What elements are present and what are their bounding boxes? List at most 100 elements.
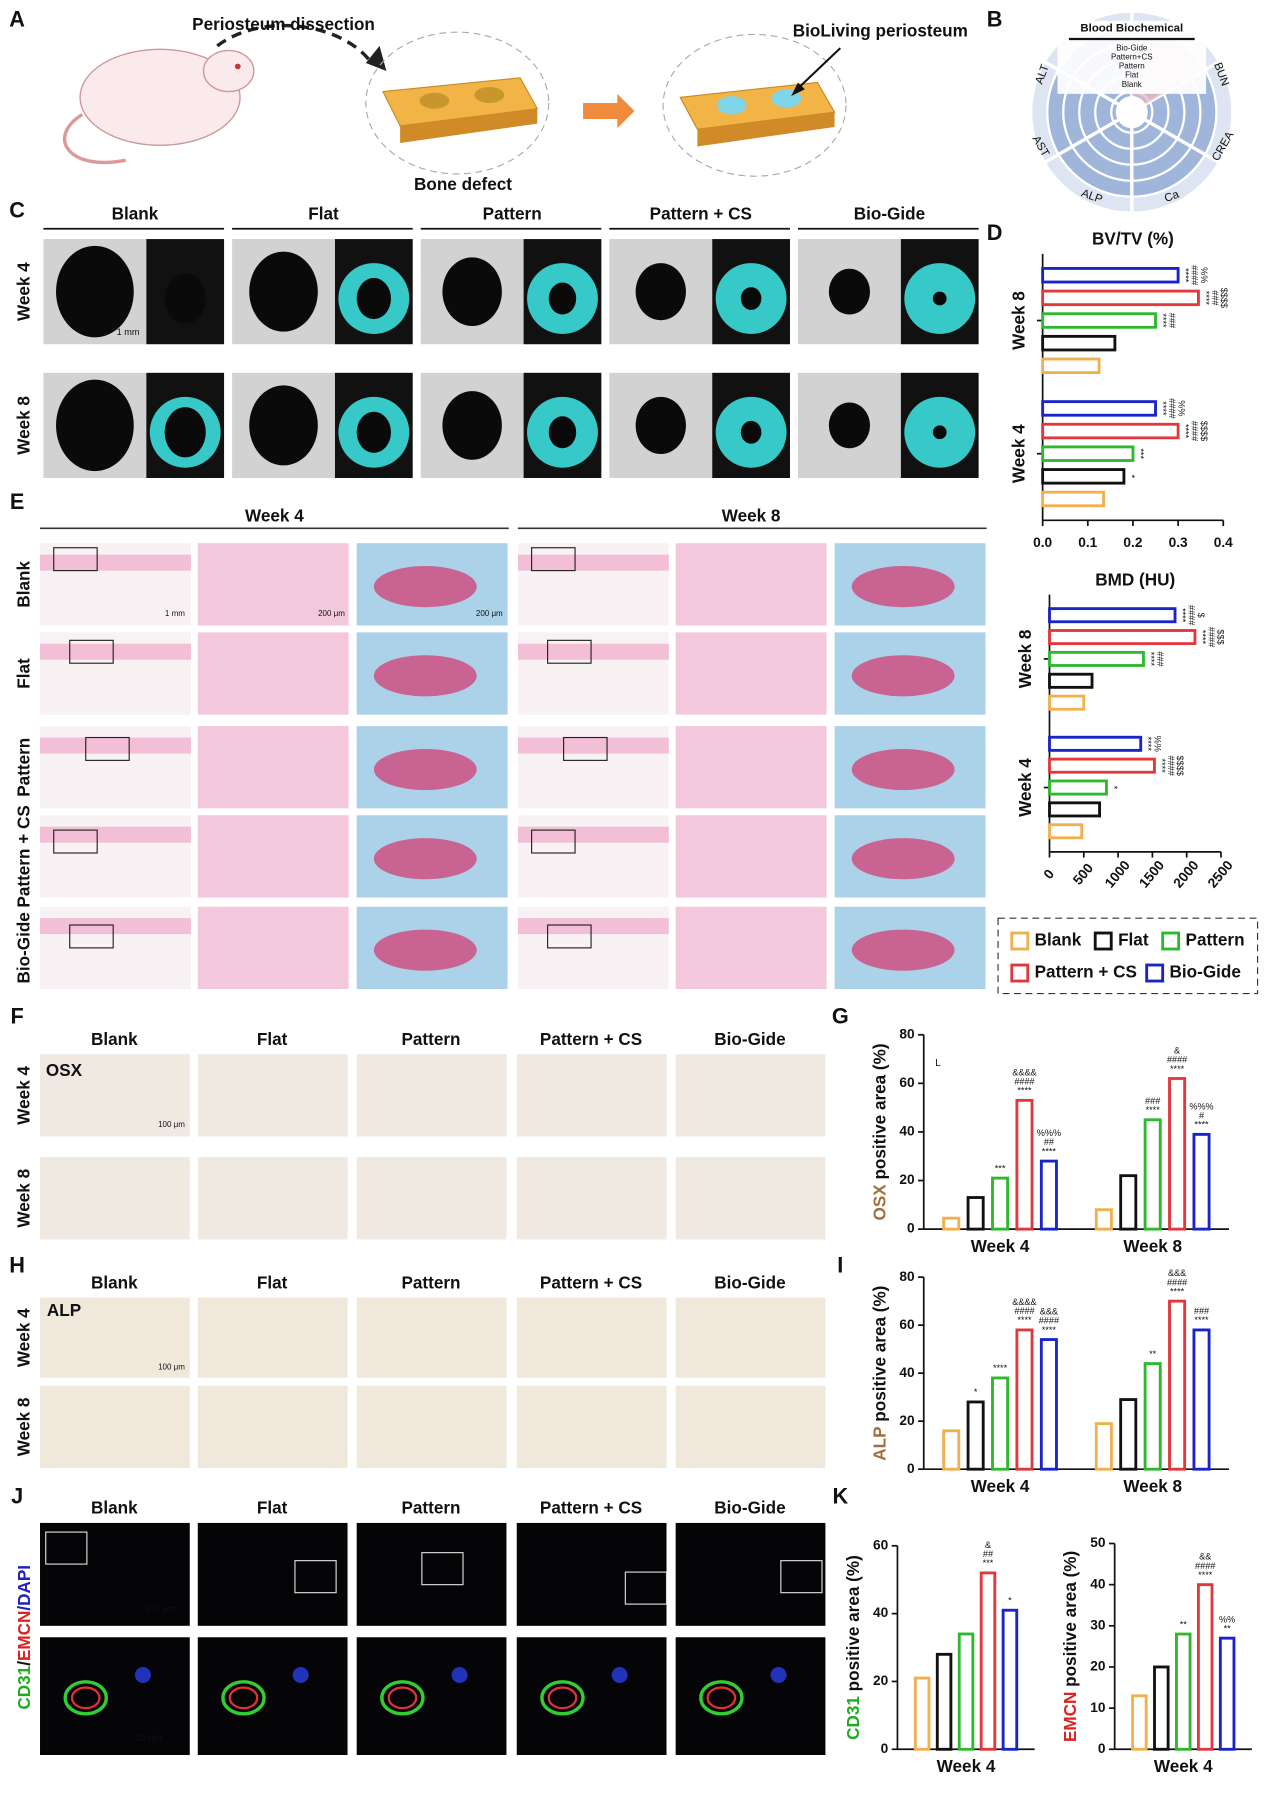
histology bbox=[675, 632, 827, 715]
defect bbox=[740, 420, 762, 444]
sector-label: Ca bbox=[1163, 188, 1181, 204]
stain-label: OSX bbox=[46, 1060, 83, 1080]
y-tick-label: 0 bbox=[907, 1461, 915, 1476]
y-axis-label-prefix: CD31 bbox=[843, 1696, 863, 1740]
legend-swatch bbox=[1145, 963, 1165, 983]
panel-letter: J bbox=[11, 1484, 23, 1509]
significance: ### bbox=[1155, 651, 1165, 667]
roi bbox=[780, 1560, 823, 1594]
stain-label: CD31/EMCN/DAPI bbox=[14, 1565, 34, 1710]
roi bbox=[69, 924, 114, 949]
y-axis-label-space bbox=[843, 1691, 863, 1696]
x-tick-label: Week 8 bbox=[1123, 1236, 1182, 1256]
y-tick-label: 20 bbox=[899, 1172, 915, 1187]
column-header: Flat bbox=[257, 1273, 288, 1293]
row-label: Week 8 bbox=[14, 396, 34, 455]
x-tick-label: Week 4 bbox=[971, 1476, 1030, 1496]
histology bbox=[675, 543, 827, 626]
significance: **** bbox=[1197, 630, 1207, 645]
significance: && bbox=[1199, 1552, 1211, 1562]
significance: #### bbox=[1014, 1076, 1035, 1086]
column-header: Week 4 bbox=[245, 505, 304, 525]
column-header: Blank bbox=[112, 204, 159, 224]
bar bbox=[1001, 1608, 1019, 1751]
significance: ** bbox=[1224, 1623, 1232, 1633]
significance: ### bbox=[1167, 313, 1177, 329]
significance: **** bbox=[1170, 1286, 1185, 1296]
ihc-image bbox=[356, 1637, 507, 1756]
y-axis-label: EMCN positive area (%) bbox=[1060, 1551, 1080, 1742]
bar bbox=[966, 1400, 985, 1471]
panel-letter: I bbox=[837, 1253, 843, 1278]
stain-part: EMCN bbox=[14, 1611, 34, 1661]
column-header: Pattern bbox=[483, 204, 542, 224]
defect bbox=[442, 391, 502, 460]
bar bbox=[1094, 1422, 1113, 1471]
bar bbox=[1131, 1694, 1148, 1751]
legend-swatch bbox=[1010, 931, 1030, 951]
significance: **** bbox=[1017, 1086, 1032, 1096]
y-axis-label-text: positive area (%) bbox=[869, 1286, 889, 1422]
bar bbox=[1094, 1208, 1113, 1231]
y-tick-label: 40 bbox=[899, 1365, 915, 1380]
defect bbox=[548, 416, 577, 449]
tissue bbox=[517, 643, 669, 660]
roi bbox=[563, 736, 608, 761]
significance: **** bbox=[1042, 1146, 1057, 1156]
column-header: Bio-Gide bbox=[854, 204, 925, 224]
tissue bbox=[517, 554, 669, 571]
ihc-image bbox=[197, 1157, 348, 1240]
y-tick-label: 60 bbox=[899, 1075, 915, 1090]
defect bbox=[828, 268, 871, 315]
y-axis-label-prefix: OSX bbox=[869, 1184, 889, 1221]
ihc-image bbox=[675, 1385, 826, 1469]
tissue bbox=[40, 918, 191, 935]
significance: #### bbox=[1207, 627, 1217, 648]
significance: ## bbox=[983, 1549, 994, 1559]
column-header: Pattern + CS bbox=[650, 204, 752, 224]
tissue bbox=[851, 566, 955, 608]
legend-label: Flat bbox=[1118, 930, 1149, 950]
significance: *** bbox=[995, 1163, 1006, 1173]
ihc-image bbox=[675, 1054, 826, 1137]
y-tick-label: 20 bbox=[873, 1673, 889, 1688]
column-header: Flat bbox=[257, 1029, 288, 1049]
roi bbox=[294, 1560, 337, 1594]
roi bbox=[85, 736, 130, 761]
tissue bbox=[373, 566, 477, 608]
significance: &&&& bbox=[1012, 1297, 1036, 1307]
tissue bbox=[851, 838, 955, 880]
tissue bbox=[373, 838, 477, 880]
significance: #### bbox=[1167, 1055, 1188, 1065]
histology bbox=[197, 726, 349, 809]
nucleus bbox=[451, 1666, 468, 1683]
column-header: Blank bbox=[91, 1029, 138, 1049]
ihc-image bbox=[516, 1157, 667, 1240]
defect bbox=[356, 277, 391, 320]
x-tick-label: Week 4 bbox=[1154, 1756, 1213, 1776]
y-tick-label: 30 bbox=[1090, 1617, 1106, 1632]
significance: **** bbox=[1042, 1325, 1057, 1335]
defect bbox=[164, 273, 206, 324]
tissue bbox=[517, 918, 669, 935]
panel-letter: H bbox=[9, 1253, 25, 1278]
vessel bbox=[70, 1686, 101, 1710]
significance: %%% bbox=[1037, 1128, 1061, 1138]
significance: #### bbox=[1039, 1316, 1060, 1326]
significance: %%% bbox=[1189, 1101, 1213, 1111]
significance: ** bbox=[1149, 1349, 1157, 1359]
y-tick-label: 40 bbox=[899, 1124, 915, 1139]
bar bbox=[1143, 1118, 1162, 1231]
significance: **** bbox=[1177, 608, 1187, 623]
significance: *** bbox=[983, 1558, 994, 1568]
significance: ### bbox=[1194, 1306, 1210, 1316]
bar bbox=[1041, 490, 1106, 508]
significance: &&& bbox=[1040, 1307, 1058, 1317]
bar bbox=[1048, 735, 1143, 752]
legend-label: Pattern bbox=[1186, 930, 1245, 950]
significance: *** bbox=[1135, 448, 1145, 459]
tissue bbox=[373, 929, 477, 971]
tissue bbox=[517, 737, 669, 754]
column-header: Pattern bbox=[401, 1273, 460, 1293]
row-label: Pattern bbox=[14, 738, 34, 797]
